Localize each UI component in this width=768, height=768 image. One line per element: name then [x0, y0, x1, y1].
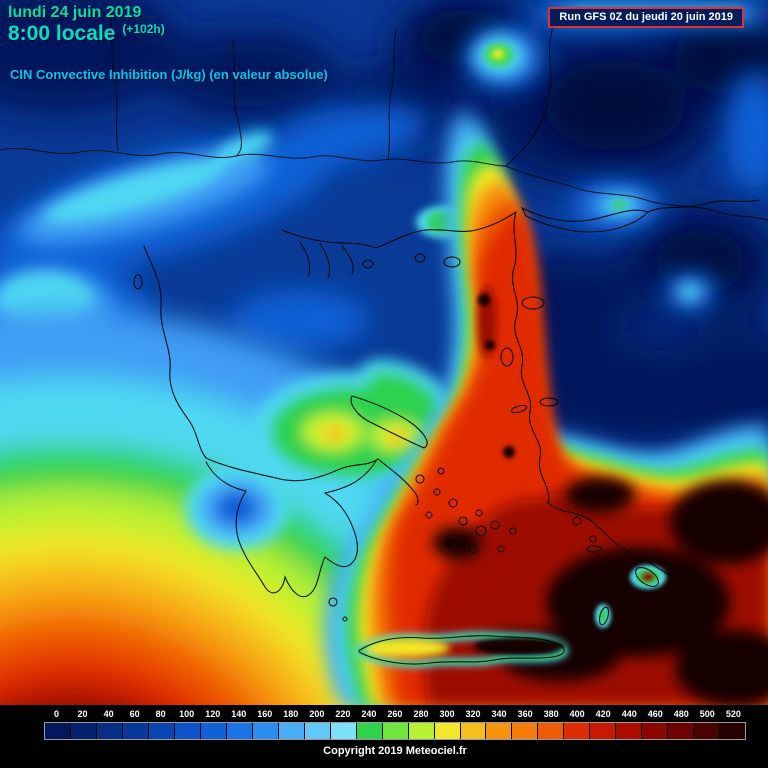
- legend-tick-label: 260: [387, 709, 403, 719]
- legend: 0 20 40 60 80 100 120 140 160 180 200 220 240 260 280 3…: [0, 705, 768, 768]
- legend-color-cell: [96, 723, 122, 739]
- legend-color-cell: [252, 723, 278, 739]
- legend-color-cell: [45, 723, 70, 739]
- legend-tick-label: 420: [595, 709, 611, 719]
- crete-detail: [359, 636, 565, 664]
- legend-color-cell: [564, 723, 590, 739]
- legend-tick-label: 80: [155, 709, 166, 719]
- legend-color-cell: [486, 723, 512, 739]
- legend-color-cell: [434, 723, 460, 739]
- legend-color-cell: [226, 723, 252, 739]
- extreme-cin-black-patches: [433, 294, 768, 705]
- legend-color-cell: [148, 723, 174, 739]
- legend-tick-label: 500: [699, 709, 715, 719]
- central-greece-moderate-cin: [252, 359, 459, 488]
- legend-tick-label: 460: [647, 709, 663, 719]
- parameter-title: CIN Convective Inhibition (J/kg) (en val…: [10, 67, 328, 82]
- legend-tick-label: 380: [543, 709, 559, 719]
- cin-map: [0, 0, 768, 705]
- legend-tick-label: 100: [179, 709, 195, 719]
- legend-tick-label: 320: [465, 709, 481, 719]
- legend-tick-label: 0: [54, 709, 60, 719]
- legend-tick-label: 240: [361, 709, 377, 719]
- legend-color-cell: [460, 723, 486, 739]
- legend-color-cell: [356, 723, 382, 739]
- legend-color-cell: [304, 723, 330, 739]
- legend-color-cell: [668, 723, 694, 739]
- legend-tick-label: 340: [491, 709, 507, 719]
- ionian-low-pocket: [185, 466, 289, 550]
- coastlines: [133, 199, 761, 665]
- run-info-box: Run GFS 0Z du jeudi 20 juin 2019: [548, 7, 744, 28]
- legend-tick-label: 40: [103, 709, 114, 719]
- legend-tick-label: 60: [129, 709, 140, 719]
- legend-color-cell: [382, 723, 408, 739]
- country-borders: [0, 13, 768, 221]
- legend-color-cell: [278, 723, 304, 739]
- legend-tick-label: 520: [725, 709, 741, 719]
- legend-tick-label: 300: [439, 709, 455, 719]
- legend-color-cell: [408, 723, 434, 739]
- legend-tick-label: 400: [569, 709, 585, 719]
- legend-tick-label: 280: [413, 709, 429, 719]
- legend-tick-label: 180: [283, 709, 299, 719]
- legend-color-cell: [694, 723, 720, 739]
- valid-time: 8:00 locale: [8, 21, 116, 45]
- legend-color-cell: [70, 723, 96, 739]
- legend-tick-label: 440: [621, 709, 637, 719]
- legend-color-cell: [512, 723, 538, 739]
- legend-bar: [44, 722, 746, 740]
- legend-color-cell: [122, 723, 148, 739]
- forecast-offset: (+102h): [122, 21, 165, 36]
- legend-tick-label: 140: [231, 709, 247, 719]
- legend-tick-label: 200: [309, 709, 325, 719]
- map-area: lundi 24 juin 2019 8:00 locale (+102h) CI…: [0, 0, 768, 705]
- header: lundi 24 juin 2019 8:00 locale (+102h): [8, 4, 165, 45]
- legend-tick-label: 220: [335, 709, 351, 719]
- legend-color-cell: [720, 723, 746, 739]
- legend-tick-label: 20: [77, 709, 88, 719]
- legend-color-cell: [174, 723, 200, 739]
- legend-color-cell: [616, 723, 642, 739]
- legend-tick-label: 360: [517, 709, 533, 719]
- legend-color-cell: [330, 723, 356, 739]
- legend-tick-label: 120: [205, 709, 221, 719]
- legend-color-cell: [538, 723, 564, 739]
- legend-tick-label: 160: [257, 709, 273, 719]
- legend-color-cell: [590, 723, 616, 739]
- legend-labels: 0 20 40 60 80 100 120 140 160 180 200 220 240 260 280 3…: [44, 709, 746, 720]
- copyright-text: Copyright 2019 Meteociel.fr: [323, 745, 467, 757]
- legend-color-cell: [200, 723, 226, 739]
- legend-tick-label: 480: [673, 709, 689, 719]
- legend-color-cell: [642, 723, 668, 739]
- valid-date: lundi 24 juin 2019: [8, 4, 142, 21]
